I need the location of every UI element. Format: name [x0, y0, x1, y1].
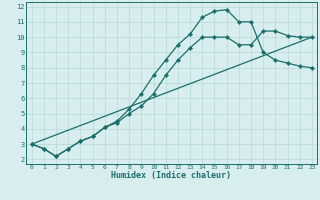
- X-axis label: Humidex (Indice chaleur): Humidex (Indice chaleur): [111, 171, 231, 180]
